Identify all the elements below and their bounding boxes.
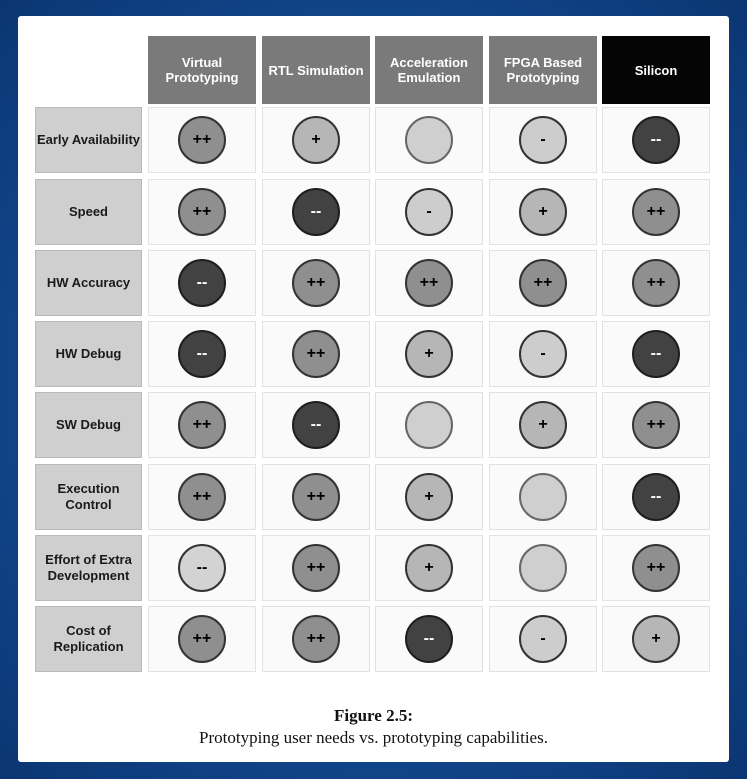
rating-cell: ++: [148, 107, 256, 173]
rating-circle: ++: [292, 473, 340, 521]
rating-cell: ++: [262, 250, 370, 316]
rating-cell: --: [148, 321, 256, 387]
row-header-effort-of-extra-development: Effort of Extra Development: [35, 535, 142, 601]
row-header-hw-debug: HW Debug: [35, 321, 142, 387]
rating-cell: --: [602, 321, 710, 387]
figure-caption-text: Prototyping user needs vs. prototyping c…: [199, 728, 548, 747]
rating-cell: --: [148, 250, 256, 316]
column-header-silicon: Silicon: [602, 36, 710, 104]
rating-circle: +: [405, 330, 453, 378]
rating-cell: -: [489, 606, 597, 672]
rating-cell: +: [262, 107, 370, 173]
rating-cell: ++: [148, 606, 256, 672]
rating-circle: [519, 544, 567, 592]
rating-cell: --: [148, 535, 256, 601]
rating-circle: --: [632, 116, 680, 164]
rating-cell: ++: [148, 464, 256, 530]
rating-cell: +: [375, 464, 483, 530]
rating-circle: ++: [405, 259, 453, 307]
rating-cell: [489, 464, 597, 530]
rating-circle: --: [405, 615, 453, 663]
column-header-fpga-based-prototyping: FPGA Based Prototyping: [489, 36, 597, 104]
rating-cell: --: [262, 179, 370, 245]
rating-circle: [405, 401, 453, 449]
rating-circle: ++: [632, 259, 680, 307]
rating-cell: +: [489, 179, 597, 245]
rating-cell: --: [602, 464, 710, 530]
rating-cell: ++: [262, 606, 370, 672]
row-header-execution-control: Execution Control: [35, 464, 142, 530]
rating-circle: -: [519, 330, 567, 378]
rating-circle: ++: [292, 330, 340, 378]
rating-circle: ++: [178, 401, 226, 449]
rating-cell: +: [375, 535, 483, 601]
rating-cell: ++: [262, 321, 370, 387]
row-header-cost-of-replication: Cost of Replication: [35, 606, 142, 672]
rating-circle: ++: [632, 544, 680, 592]
row-header-early-availability: Early Availability: [35, 107, 142, 173]
rating-circle: --: [292, 188, 340, 236]
rating-cell: -: [375, 179, 483, 245]
rating-cell: [375, 392, 483, 458]
rating-cell: --: [375, 606, 483, 672]
column-header-acceleration-emulation: Acceleration Emulation: [375, 36, 483, 104]
row-header-hw-accuracy: HW Accuracy: [35, 250, 142, 316]
rating-circle: +: [519, 401, 567, 449]
rating-circle: -: [519, 116, 567, 164]
column-header-virtual-prototyping: Virtual Prototyping: [148, 36, 256, 104]
rating-circle: [519, 473, 567, 521]
rating-circle: +: [519, 188, 567, 236]
rating-circle: ++: [178, 615, 226, 663]
rating-cell: [375, 107, 483, 173]
rating-circle: --: [178, 259, 226, 307]
rating-circle: [405, 116, 453, 164]
rating-circle: --: [178, 330, 226, 378]
rating-cell: ++: [148, 179, 256, 245]
rating-cell: -: [489, 107, 597, 173]
rating-cell: ++: [262, 535, 370, 601]
rating-circle: --: [632, 330, 680, 378]
figure-card: Virtual Prototyping RTL Simulation Acceler…: [18, 16, 729, 762]
rating-cell: ++: [602, 535, 710, 601]
rating-cell: --: [262, 392, 370, 458]
rating-circle: +: [405, 473, 453, 521]
rating-circle: --: [292, 401, 340, 449]
row-header-speed: Speed: [35, 179, 142, 245]
rating-circle: +: [292, 116, 340, 164]
rating-cell: -: [489, 321, 597, 387]
rating-circle: ++: [178, 188, 226, 236]
rating-circle: +: [405, 544, 453, 592]
rating-cell: ++: [375, 250, 483, 316]
rating-circle: ++: [292, 259, 340, 307]
rating-circle: ++: [292, 615, 340, 663]
rating-cell: +: [375, 321, 483, 387]
rating-cell: ++: [602, 250, 710, 316]
rating-circle: +: [632, 615, 680, 663]
rating-cell: [489, 535, 597, 601]
rating-circle: --: [632, 473, 680, 521]
rating-cell: +: [602, 606, 710, 672]
rating-circle: -: [519, 615, 567, 663]
rating-circle: ++: [178, 116, 226, 164]
column-header-rtl-simulation: RTL Simulation: [262, 36, 370, 104]
rating-cell: ++: [262, 464, 370, 530]
rating-cell: +: [489, 392, 597, 458]
rating-circle: ++: [632, 188, 680, 236]
rating-cell: ++: [489, 250, 597, 316]
rating-circle: --: [178, 544, 226, 592]
rating-circle: ++: [632, 401, 680, 449]
rating-circle: ++: [519, 259, 567, 307]
rating-cell: ++: [148, 392, 256, 458]
row-header-sw-debug: SW Debug: [35, 392, 142, 458]
rating-cell: ++: [602, 179, 710, 245]
rating-circle: ++: [178, 473, 226, 521]
figure-caption-title: Figure 2.5:: [333, 706, 413, 725]
rating-circle: -: [405, 188, 453, 236]
rating-cell: --: [602, 107, 710, 173]
rating-cell: ++: [602, 392, 710, 458]
rating-circle: ++: [292, 544, 340, 592]
